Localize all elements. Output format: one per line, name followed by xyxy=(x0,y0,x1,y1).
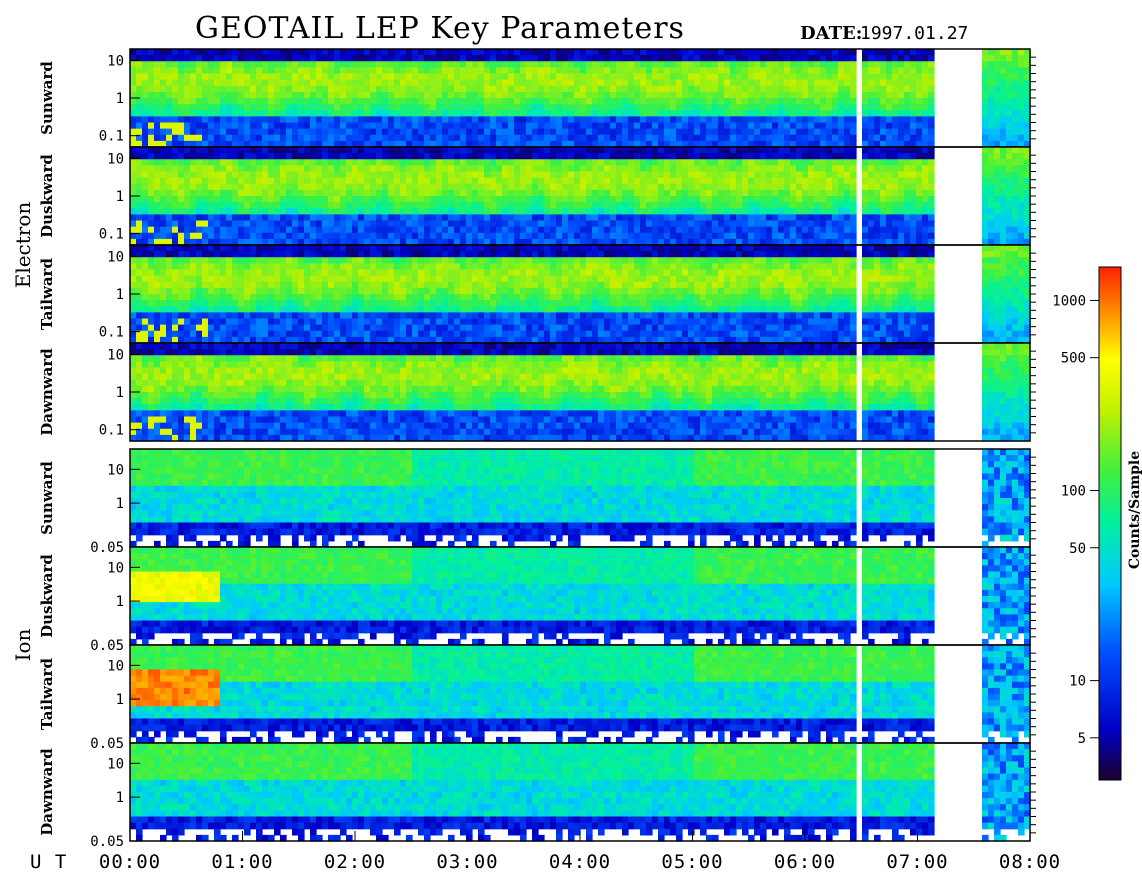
direction-label: Sunward xyxy=(38,461,56,535)
electron-panel-tailward: 10 1 0.1 Tailward xyxy=(38,244,1036,344)
y-tick-label: 0.05 xyxy=(90,736,124,752)
colorbar-tick-label: 50 xyxy=(1069,541,1086,557)
ion-panel-dawnward: 10 1 0.05 Dawnward xyxy=(38,742,1036,850)
y-tick-label: 0.1 xyxy=(99,325,124,341)
direction-label: Tailward xyxy=(38,258,56,330)
electron-panel-duskward: 10 1 0.1 Duskward xyxy=(38,146,1036,246)
x-axis-prefix: U T xyxy=(30,851,67,873)
x-tick-label: 03:00 xyxy=(436,851,498,873)
y-tick-label: 0.1 xyxy=(99,227,124,243)
y-tick-label: 1 xyxy=(116,594,124,610)
electron-panel-dawnward: 10 1 0.1 Dawnward xyxy=(38,342,1036,442)
time-axis: U T 00:00 01:00 02:00 03:00 04:00 05:00 06:00 07… xyxy=(30,831,1061,873)
ion-panel-tailward: 10 1 0.05 Tailward xyxy=(38,644,1036,752)
y-tick-label: 1 xyxy=(116,91,124,107)
y-tick-label: 1 xyxy=(116,189,124,205)
species-label: Electron xyxy=(11,202,35,289)
y-tick-label: 10 xyxy=(107,347,124,363)
electron-panel-sunward: 10 1 0.1 Sunward xyxy=(38,48,1036,148)
y-tick-label: 10 xyxy=(107,249,124,265)
x-tick-label: 06:00 xyxy=(774,851,836,873)
y-tick-label: 0.05 xyxy=(90,638,124,654)
y-tick-label: 1 xyxy=(116,496,124,512)
y-tick-label: 10 xyxy=(107,151,124,167)
date-value: 1997.01.27 xyxy=(860,23,968,44)
y-tick-label: 10 xyxy=(107,462,124,478)
direction-label: Tailward xyxy=(38,658,56,730)
direction-label: Sunward xyxy=(38,61,56,135)
x-tick-label: 00:00 xyxy=(99,851,161,873)
y-tick-label: 0.05 xyxy=(90,540,124,556)
colorbar-tick-label: 100 xyxy=(1061,484,1086,500)
x-tick-label: 02:00 xyxy=(324,851,386,873)
direction-label: Duskward xyxy=(38,554,56,638)
y-tick-label: 1 xyxy=(116,790,124,806)
y-tick-label: 10 xyxy=(107,560,124,576)
colorbar-tick-label: 1000 xyxy=(1052,293,1086,309)
y-tick-label: 10 xyxy=(107,53,124,69)
colorbar-tick-label: 500 xyxy=(1061,351,1086,367)
colorbar: Counts/Sample 1000 500 100 50 10 5 xyxy=(1052,266,1142,781)
colorbar-tick-label: 5 xyxy=(1078,731,1086,747)
x-tick-label: 08:00 xyxy=(999,851,1061,873)
spectrogram-panels: 10 1 0.1 Sunward 10 1 0.1 Duskward 10 1 0.1 Tailwar… xyxy=(38,48,1036,850)
y-tick-label: 10 xyxy=(107,756,124,772)
y-tick-label: 0.1 xyxy=(99,129,124,145)
colorbar-gradient xyxy=(1098,266,1122,781)
chart-title: GEOTAIL LEP Key Parameters xyxy=(195,11,685,46)
x-tick-label: 04:00 xyxy=(549,851,611,873)
direction-label: Dawnward xyxy=(38,748,56,836)
species-labels: Electron Ion xyxy=(11,202,35,662)
colorbar-tick-label: 10 xyxy=(1069,674,1086,690)
ion-panel-sunward: 10 1 0.05 Sunward xyxy=(38,448,1036,556)
y-tick-label: 1 xyxy=(116,692,124,708)
y-tick-label: 1 xyxy=(116,385,124,401)
direction-label: Duskward xyxy=(38,154,56,238)
x-tick-label: 01:00 xyxy=(211,851,273,873)
x-tick-label: 05:00 xyxy=(661,851,723,873)
direction-label: Dawnward xyxy=(38,348,56,436)
species-label: Ion xyxy=(11,628,35,661)
ion-panel-duskward: 10 1 0.05 Duskward xyxy=(38,546,1036,654)
colorbar-label: Counts/Sample xyxy=(1127,451,1142,569)
y-tick-label: 0.05 xyxy=(90,834,124,850)
y-tick-label: 10 xyxy=(107,658,124,674)
y-tick-label: 0.1 xyxy=(99,423,124,439)
date-label: DATE: xyxy=(800,23,862,44)
x-tick-label: 07:00 xyxy=(886,851,948,873)
y-tick-label: 1 xyxy=(116,287,124,303)
